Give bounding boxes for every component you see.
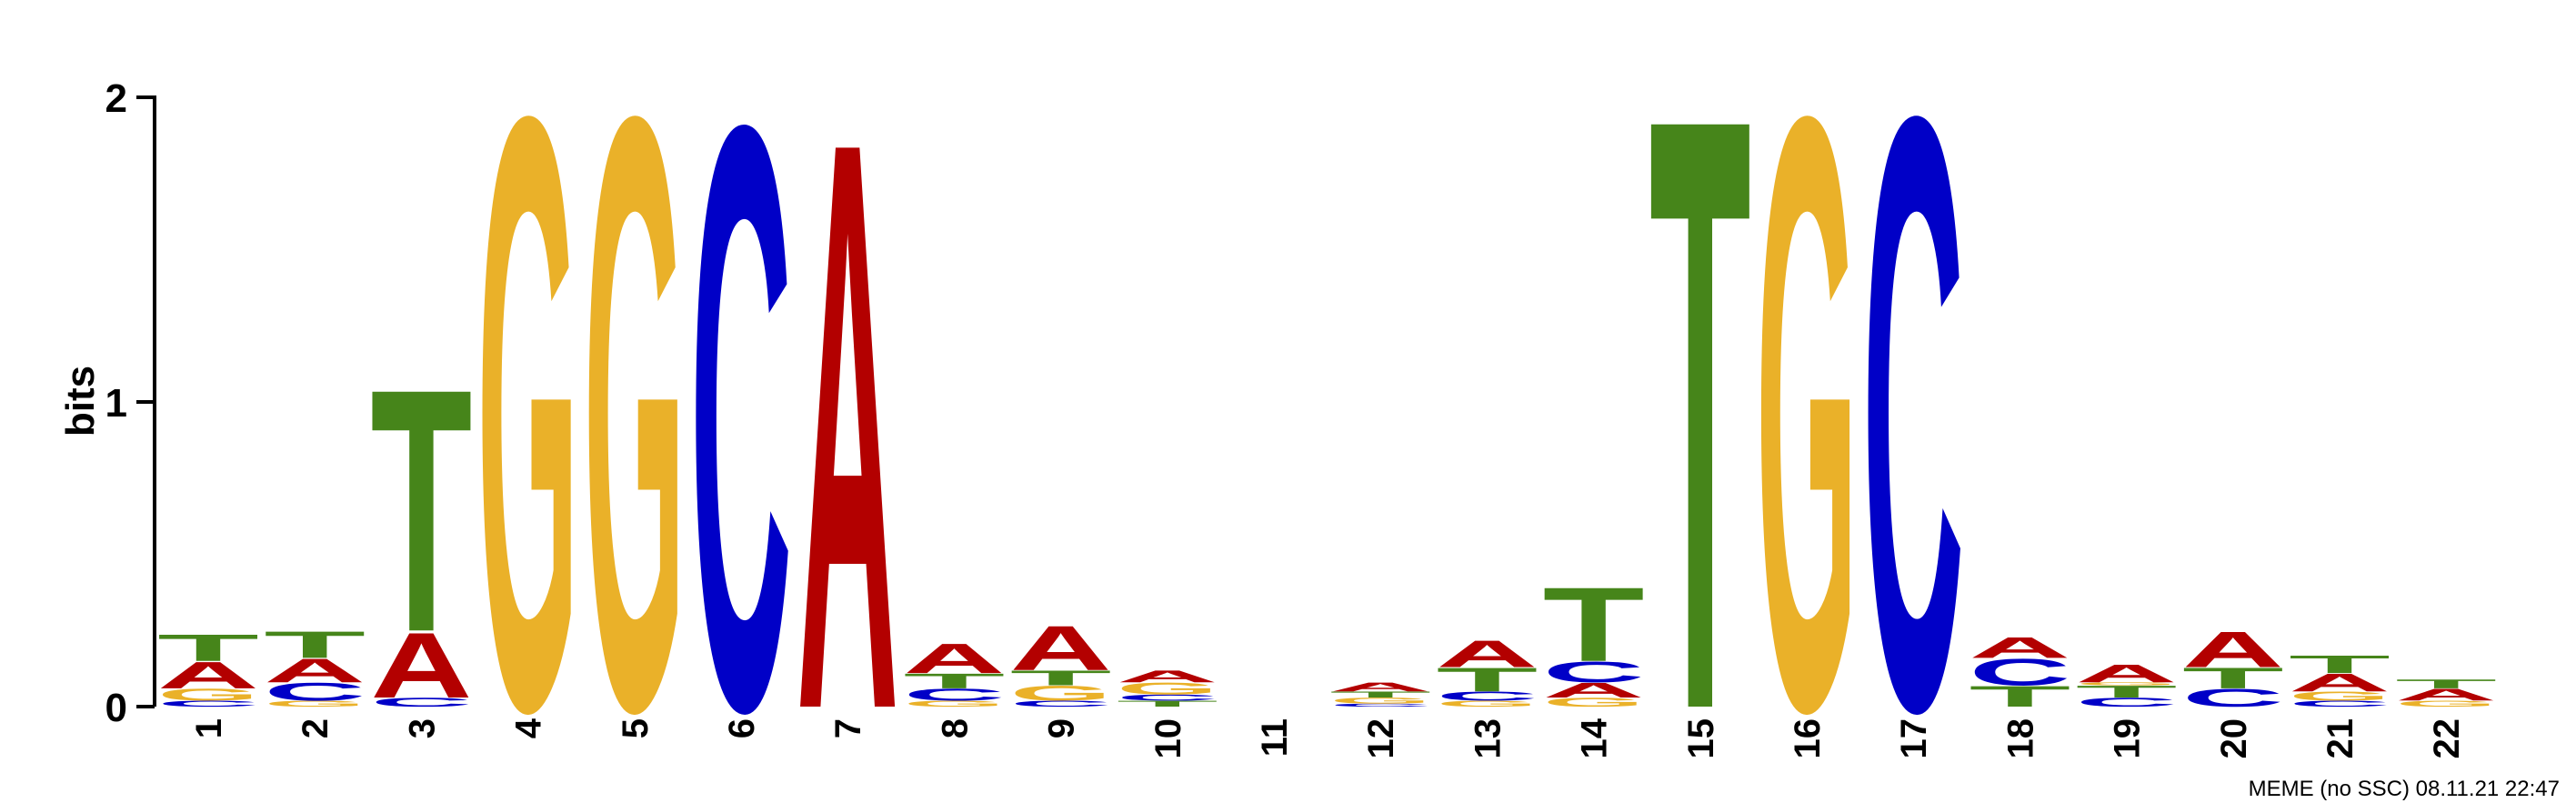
logo-letter-T: T xyxy=(2289,650,2391,678)
logo-letter-A: A xyxy=(1117,667,1218,687)
x-tick-label: 17 xyxy=(1894,718,1934,759)
logo-letter-T: T xyxy=(264,624,366,667)
logo-letter-A: A xyxy=(1329,680,1431,695)
logo-letter-C: C xyxy=(1862,0,1964,803)
logo-letter-T: T xyxy=(370,317,472,705)
x-tick-label: 13 xyxy=(1468,718,1508,759)
x-tick-label: 1 xyxy=(189,718,229,738)
x-tick-label: 5 xyxy=(616,718,656,738)
logo-letter-T: T xyxy=(1543,565,1645,683)
x-tick-label: 10 xyxy=(1148,718,1188,759)
x-tick-label: 4 xyxy=(509,718,549,738)
logo-letter-T: T xyxy=(157,627,259,669)
logo-letter-A: A xyxy=(1436,633,1538,676)
y-tick-label: 1 xyxy=(105,381,127,426)
footer-text: MEME (no SSC) 08.11.21 22:47 xyxy=(2249,777,2560,801)
x-tick-label: 6 xyxy=(722,718,762,738)
x-tick-label: 20 xyxy=(2214,718,2254,759)
y-axis-ticks: 0 1 2 xyxy=(105,76,155,730)
logo-letter-A: A xyxy=(1969,631,2070,664)
x-tick-label: 11 xyxy=(1255,718,1295,757)
y-tick-label: 2 xyxy=(105,76,127,121)
y-axis-label: bits xyxy=(58,366,103,437)
x-tick-label: 7 xyxy=(828,718,868,738)
x-tick-label: 21 xyxy=(2320,718,2360,759)
x-tick-label: 2 xyxy=(296,718,336,738)
logo-letter-A: A xyxy=(2182,621,2284,678)
x-tick-label: 15 xyxy=(1681,718,1721,759)
logo-letter-G: G xyxy=(1756,0,1858,803)
logo-letter-G: G xyxy=(477,0,579,803)
logo-letter-A: A xyxy=(903,635,1005,682)
logo-letter-A: A xyxy=(1010,613,1112,684)
x-tick-label: 22 xyxy=(2427,718,2467,759)
y-tick-label: 0 xyxy=(105,686,127,730)
logo-letter-G: G xyxy=(584,0,686,803)
x-tick-label: 3 xyxy=(402,718,442,738)
x-tick-label: 8 xyxy=(935,718,975,738)
logo-letter-A: A xyxy=(2076,659,2178,688)
logo-letter-T: T xyxy=(2395,677,2497,691)
logo-letter-C: C xyxy=(690,0,792,803)
x-tick-label: 18 xyxy=(2000,718,2040,759)
x-tick-label: 14 xyxy=(1575,718,1615,758)
x-tick-label: 9 xyxy=(1042,718,1082,738)
x-tick-label: 16 xyxy=(1788,718,1828,759)
x-tick-label: 19 xyxy=(2108,718,2148,759)
logo-letter-A: A xyxy=(797,0,898,803)
x-tick-label: 12 xyxy=(1361,718,1401,759)
logo-letter-T: T xyxy=(1649,0,1751,803)
